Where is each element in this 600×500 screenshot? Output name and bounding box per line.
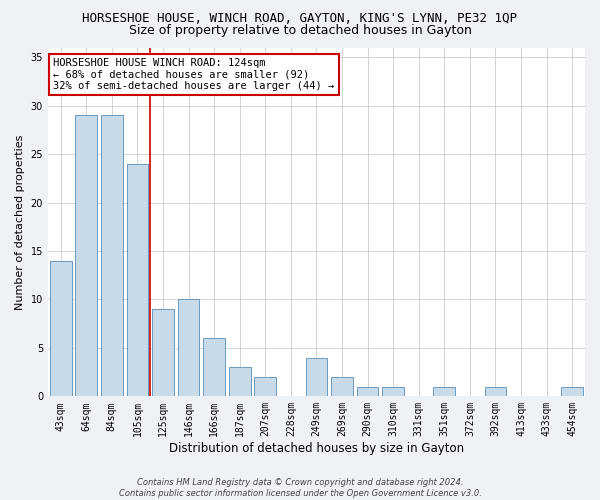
Bar bbox=[357, 386, 379, 396]
Y-axis label: Number of detached properties: Number of detached properties bbox=[15, 134, 25, 310]
Bar bbox=[382, 386, 404, 396]
Bar bbox=[127, 164, 148, 396]
Bar bbox=[433, 386, 455, 396]
Text: Size of property relative to detached houses in Gayton: Size of property relative to detached ho… bbox=[128, 24, 472, 37]
Bar bbox=[331, 377, 353, 396]
Bar bbox=[229, 368, 251, 396]
Bar bbox=[152, 309, 174, 396]
Bar bbox=[101, 116, 123, 396]
Bar bbox=[305, 358, 328, 397]
X-axis label: Distribution of detached houses by size in Gayton: Distribution of detached houses by size … bbox=[169, 442, 464, 455]
Text: Contains HM Land Registry data © Crown copyright and database right 2024.
Contai: Contains HM Land Registry data © Crown c… bbox=[119, 478, 481, 498]
Bar bbox=[50, 260, 71, 396]
Bar bbox=[254, 377, 276, 396]
Bar bbox=[562, 386, 583, 396]
Bar bbox=[485, 386, 506, 396]
Text: HORSESHOE HOUSE, WINCH ROAD, GAYTON, KING'S LYNN, PE32 1QP: HORSESHOE HOUSE, WINCH ROAD, GAYTON, KIN… bbox=[83, 12, 517, 26]
Bar bbox=[178, 300, 199, 396]
Bar bbox=[203, 338, 225, 396]
Text: HORSESHOE HOUSE WINCH ROAD: 124sqm
← 68% of detached houses are smaller (92)
32%: HORSESHOE HOUSE WINCH ROAD: 124sqm ← 68%… bbox=[53, 58, 335, 91]
Bar bbox=[76, 116, 97, 396]
